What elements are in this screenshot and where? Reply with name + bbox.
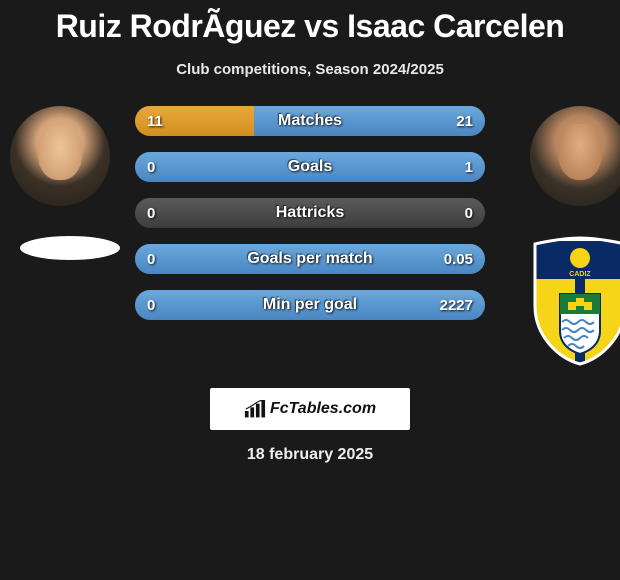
stat-row-mpg: 0 Min per goal 2227 bbox=[135, 290, 485, 320]
stat-row-goals: 0 Goals 1 bbox=[135, 152, 485, 182]
stat-label: Goals bbox=[135, 152, 485, 182]
stats-panel: 11 Matches 21 0 Goals 1 0 Hattricks 0 0 … bbox=[135, 106, 485, 336]
stat-right-value: 1 bbox=[465, 152, 473, 182]
stat-right-value: 0 bbox=[465, 198, 473, 228]
stat-right-value: 0.05 bbox=[444, 244, 473, 274]
branding-badge[interactable]: FcTables.com bbox=[210, 388, 410, 430]
stat-row-gpm: 0 Goals per match 0.05 bbox=[135, 244, 485, 274]
chart-icon bbox=[244, 400, 266, 418]
page-title: Ruiz RodrÃ­guez vs Isaac Carcelen bbox=[0, 0, 620, 45]
page-subtitle: Club competitions, Season 2024/2025 bbox=[0, 61, 620, 78]
svg-text:CADIZ: CADIZ bbox=[569, 271, 591, 278]
date-label: 18 february 2025 bbox=[0, 446, 620, 464]
stat-label: Hattricks bbox=[135, 198, 485, 228]
stat-row-hattricks: 0 Hattricks 0 bbox=[135, 198, 485, 228]
stat-label: Matches bbox=[135, 106, 485, 136]
stat-label: Goals per match bbox=[135, 244, 485, 274]
player-right-avatar bbox=[530, 106, 620, 206]
stat-right-value: 2227 bbox=[440, 290, 473, 320]
comparison-content: CADIZ 11 Matches 21 bbox=[0, 106, 620, 416]
stat-label: Min per goal bbox=[135, 290, 485, 320]
stat-right-value: 21 bbox=[456, 106, 473, 136]
club-left-badge bbox=[20, 236, 120, 260]
branding-text: FcTables.com bbox=[270, 400, 376, 418]
stat-row-matches: 11 Matches 21 bbox=[135, 106, 485, 136]
club-right-crest: CADIZ bbox=[530, 236, 620, 366]
player-left-avatar bbox=[10, 106, 110, 206]
